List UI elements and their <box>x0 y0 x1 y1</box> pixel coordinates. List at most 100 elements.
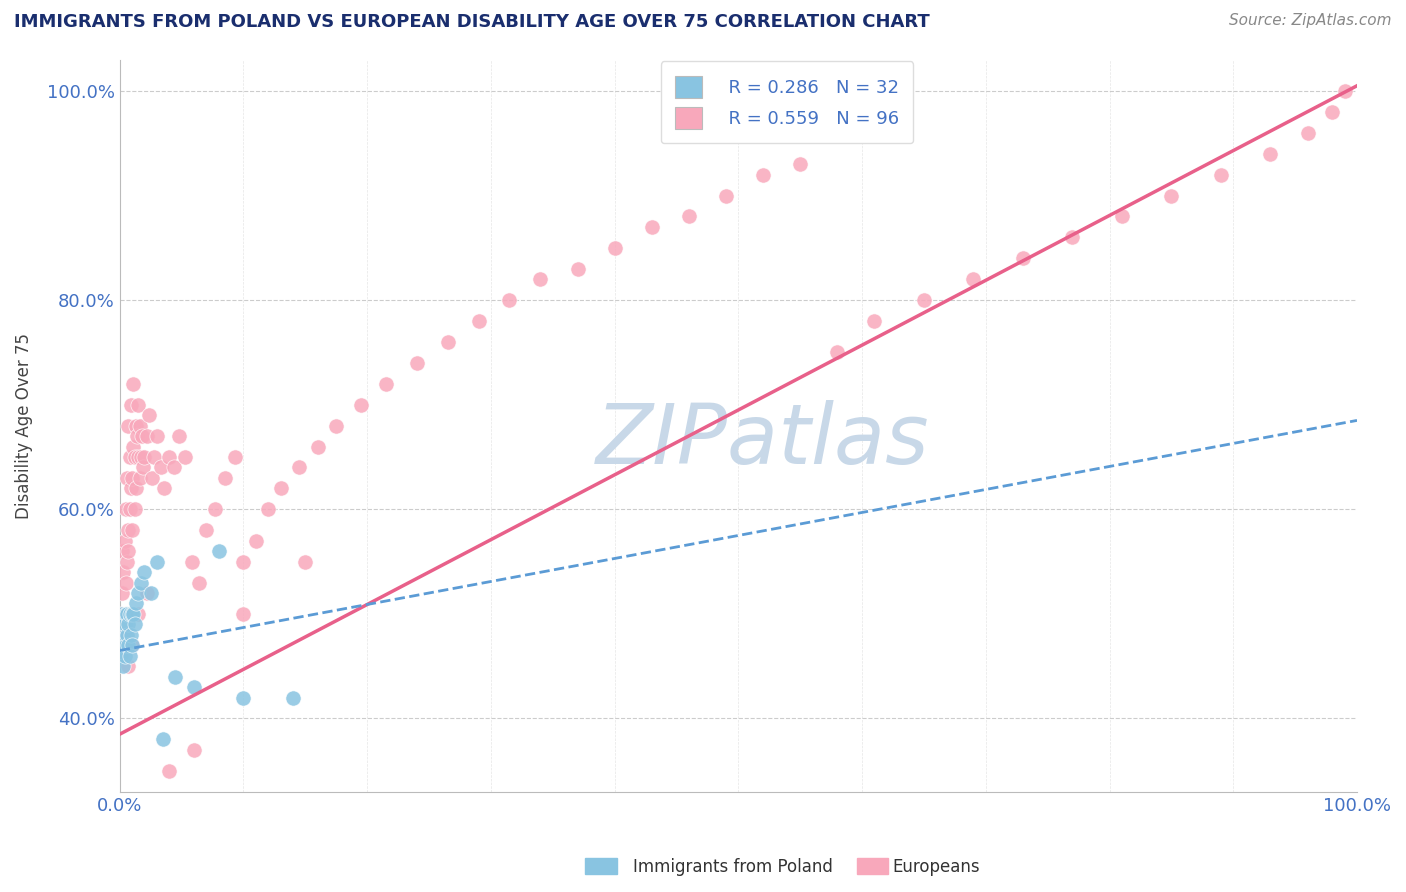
Point <box>136 429 159 443</box>
Point <box>127 398 149 412</box>
Point <box>124 502 146 516</box>
Legend:   R = 0.286   N = 32,   R = 0.559   N = 96: R = 0.286 N = 32, R = 0.559 N = 96 <box>661 62 914 144</box>
Point <box>117 544 139 558</box>
Point <box>114 648 136 663</box>
Point <box>121 607 143 621</box>
Point <box>125 597 148 611</box>
Point <box>436 334 458 349</box>
Point <box>111 586 134 600</box>
Point <box>180 555 202 569</box>
Point <box>114 628 136 642</box>
Point <box>111 607 134 621</box>
Y-axis label: Disability Age Over 75: Disability Age Over 75 <box>15 333 32 518</box>
Point <box>120 398 142 412</box>
Text: Immigrants from Poland: Immigrants from Poland <box>633 858 832 876</box>
Point <box>157 764 180 778</box>
Point <box>114 533 136 548</box>
Point <box>163 460 186 475</box>
Point <box>281 690 304 705</box>
Point <box>288 460 311 475</box>
Point <box>1111 210 1133 224</box>
Point <box>115 628 138 642</box>
Point <box>112 628 135 642</box>
Point <box>121 638 143 652</box>
Point <box>214 471 236 485</box>
Point <box>152 732 174 747</box>
Point <box>139 586 162 600</box>
Point <box>678 210 700 224</box>
Point <box>567 261 589 276</box>
Point <box>111 544 134 558</box>
Point <box>128 471 150 485</box>
Bar <box>585 858 617 874</box>
Point <box>115 607 138 621</box>
Text: Europeans: Europeans <box>893 858 980 876</box>
Point <box>143 450 166 464</box>
Point <box>115 555 138 569</box>
Point <box>153 482 176 496</box>
Point <box>912 293 935 307</box>
Point <box>467 314 489 328</box>
Point <box>127 607 149 621</box>
Point <box>122 440 145 454</box>
Point <box>128 418 150 433</box>
Point <box>110 648 132 663</box>
Point <box>827 345 849 359</box>
Text: Source: ZipAtlas.com: Source: ZipAtlas.com <box>1229 13 1392 29</box>
Point <box>183 680 205 694</box>
Point <box>141 471 163 485</box>
Point <box>115 471 138 485</box>
Point <box>112 565 135 579</box>
Point <box>183 743 205 757</box>
Point <box>125 482 148 496</box>
Text: IMMIGRANTS FROM POLAND VS EUROPEAN DISABILITY AGE OVER 75 CORRELATION CHART: IMMIGRANTS FROM POLAND VS EUROPEAN DISAB… <box>14 13 929 31</box>
Point <box>118 450 141 464</box>
Point <box>124 450 146 464</box>
Point <box>204 502 226 516</box>
Point <box>1333 84 1355 98</box>
Point <box>110 607 132 621</box>
Point <box>149 460 172 475</box>
Point <box>132 460 155 475</box>
Point <box>118 648 141 663</box>
Point <box>1260 146 1282 161</box>
Point <box>1160 188 1182 202</box>
Point <box>1062 230 1084 244</box>
Point <box>405 356 427 370</box>
Point <box>232 690 254 705</box>
Point <box>111 638 134 652</box>
Point <box>117 523 139 537</box>
Point <box>127 586 149 600</box>
Point <box>115 607 138 621</box>
Point <box>112 659 135 673</box>
Point <box>146 555 169 569</box>
Point <box>374 376 396 391</box>
Point <box>115 638 138 652</box>
Point <box>117 418 139 433</box>
Point <box>125 429 148 443</box>
Point <box>257 502 280 516</box>
Point <box>167 429 190 443</box>
Point <box>195 523 218 537</box>
Point <box>131 429 153 443</box>
Point <box>789 157 811 171</box>
Point <box>641 219 664 234</box>
Point <box>114 607 136 621</box>
Point <box>129 575 152 590</box>
Point <box>118 607 141 621</box>
Point <box>134 565 156 579</box>
Point <box>245 533 267 548</box>
Point <box>157 450 180 464</box>
Point <box>752 168 775 182</box>
Point <box>114 617 136 632</box>
Point <box>122 376 145 391</box>
Point <box>115 575 138 590</box>
Point <box>1296 126 1319 140</box>
Point <box>498 293 520 307</box>
Point <box>112 628 135 642</box>
Point <box>187 575 209 590</box>
Point <box>603 241 626 255</box>
Point <box>117 617 139 632</box>
Point <box>124 617 146 632</box>
Point <box>118 502 141 516</box>
